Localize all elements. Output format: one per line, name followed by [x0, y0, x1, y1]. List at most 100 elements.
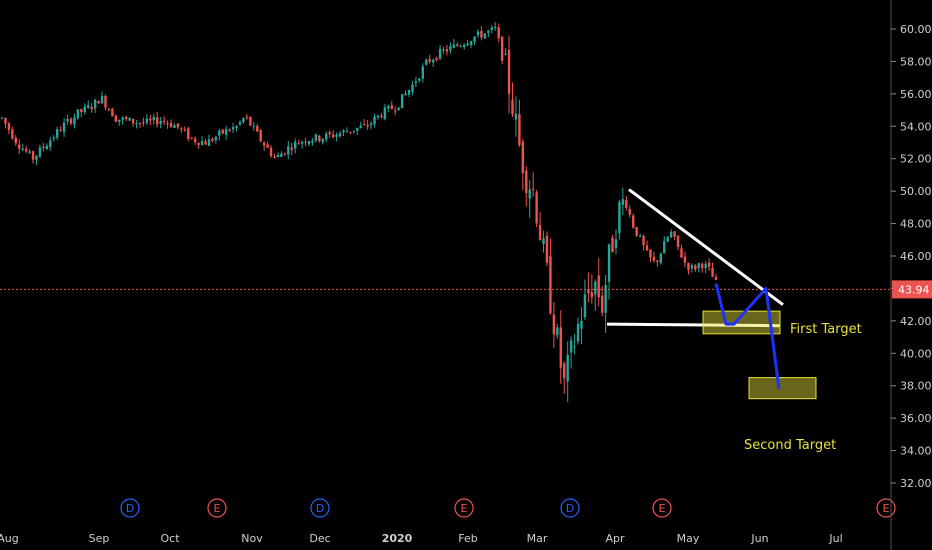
candle-body — [438, 48, 442, 59]
candle-body — [390, 105, 393, 109]
candle-body — [556, 327, 559, 336]
y-tick-label: 56.00 — [900, 88, 932, 101]
candle-body — [690, 265, 694, 269]
candle-body — [531, 188, 535, 190]
event-marker-letter: E — [214, 502, 221, 515]
candle-body — [400, 94, 404, 109]
x-tick-label: Jul — [828, 532, 842, 545]
candle-body — [300, 142, 304, 144]
first-target-label: First Target — [790, 322, 862, 337]
second-target-box[interactable] — [748, 377, 817, 400]
candle-body — [487, 30, 490, 33]
candle-body — [80, 109, 83, 113]
price-badge-bg — [892, 280, 932, 299]
candle-body — [42, 146, 45, 148]
earnings-marker[interactable]: E — [876, 498, 896, 518]
candle-body — [573, 346, 576, 348]
candle-body — [76, 109, 80, 119]
candle-body — [7, 123, 11, 131]
candle-body — [387, 105, 390, 109]
candle-body — [421, 66, 425, 79]
candle-body — [225, 129, 228, 135]
candle-body — [535, 192, 538, 224]
candle-body — [73, 117, 76, 125]
candle-body — [359, 125, 362, 129]
candle-body — [273, 157, 276, 159]
candle-body — [607, 244, 611, 282]
candle-body — [431, 59, 435, 63]
candle-body — [394, 110, 397, 112]
candle-body — [342, 130, 345, 133]
candle-body — [463, 44, 466, 48]
candle-body — [49, 140, 52, 148]
candle-body — [321, 138, 324, 143]
candle-body — [569, 340, 573, 353]
second-target-label: Second Target — [744, 438, 836, 453]
candle-body — [314, 134, 318, 141]
candle-body — [418, 78, 421, 81]
candle-body — [293, 141, 297, 149]
candle-body — [366, 124, 369, 127]
candle-body — [711, 267, 714, 277]
candle-body — [704, 263, 707, 269]
candle-body — [583, 294, 587, 318]
resistance-trendline[interactable] — [628, 188, 784, 306]
event-marker-letter: E — [461, 502, 468, 515]
candle-body — [87, 105, 90, 108]
candle-body — [473, 36, 476, 42]
candle-body — [238, 122, 242, 125]
candle-body — [62, 122, 66, 132]
event-marker-letter: E — [883, 502, 890, 515]
candles-group — [0, 22, 718, 403]
candle-body — [549, 256, 552, 314]
candle-body — [680, 248, 683, 258]
candle-body — [283, 153, 287, 155]
candle-body — [404, 93, 407, 96]
candle-body — [714, 276, 718, 280]
y-tick-label: 58.00 — [900, 55, 932, 68]
event-marker-circle — [652, 498, 672, 518]
candle-body — [697, 263, 700, 269]
candle-body — [362, 124, 366, 126]
candle-body — [45, 145, 49, 150]
candle-body — [356, 127, 359, 131]
y-tick-label: 32.00 — [900, 477, 932, 490]
candle-body — [149, 118, 152, 121]
candle-body — [14, 137, 17, 144]
candle-body — [676, 235, 680, 248]
candle-body — [93, 99, 97, 109]
candle-body — [256, 126, 259, 132]
candle-body — [166, 123, 169, 125]
event-marker-letter: E — [659, 502, 666, 515]
first-target-box[interactable] — [702, 310, 781, 335]
candle-body — [656, 260, 659, 263]
candle-body — [183, 129, 187, 131]
projection-path[interactable] — [714, 283, 781, 390]
candle-body — [111, 108, 114, 117]
candle-body — [497, 27, 500, 39]
candle-body — [83, 106, 86, 113]
candle-body — [287, 146, 290, 155]
event-marker-circle — [560, 498, 580, 518]
y-tick-label: 34.00 — [900, 445, 932, 458]
support-line[interactable] — [606, 322, 781, 328]
price-badge-label: 43.94 — [898, 283, 930, 296]
candle-body — [107, 109, 111, 111]
candle-body — [559, 327, 562, 368]
candle-body — [252, 125, 255, 127]
candle-body — [218, 130, 221, 136]
candle-body — [504, 53, 507, 55]
candle-body — [611, 237, 614, 253]
dividend-marker[interactable]: D — [310, 498, 330, 518]
candle-body — [276, 155, 280, 157]
earnings-marker[interactable]: E — [652, 498, 672, 518]
dividend-marker[interactable]: D — [560, 498, 580, 518]
dividend-marker[interactable]: D — [120, 498, 140, 518]
y-tick-label: 42.00 — [900, 315, 932, 328]
candle-body — [576, 323, 580, 342]
earnings-marker[interactable]: E — [207, 498, 227, 518]
earnings-marker[interactable]: E — [454, 498, 474, 518]
candle-body — [121, 117, 124, 120]
candle-body — [114, 116, 118, 122]
